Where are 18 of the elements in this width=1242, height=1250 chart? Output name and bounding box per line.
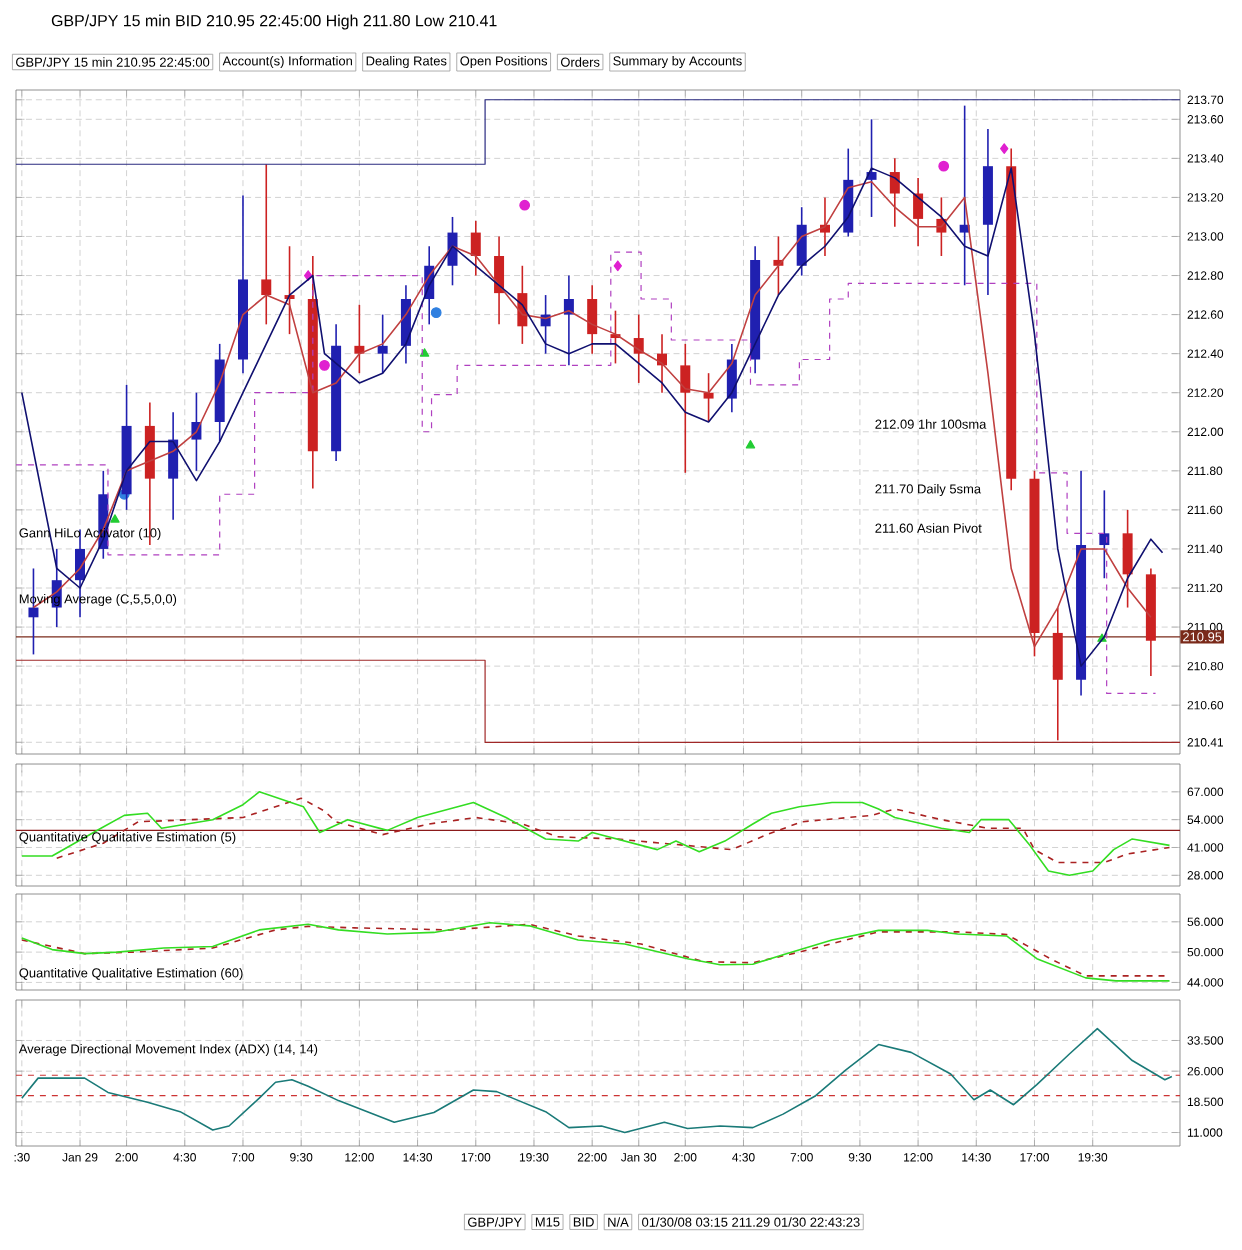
candlestick	[587, 284, 598, 355]
candlestick	[1052, 606, 1063, 742]
candlestick	[703, 372, 714, 423]
candlestick	[796, 206, 807, 277]
candlestick	[168, 411, 179, 521]
candlestick	[866, 118, 877, 218]
candlestick	[889, 157, 900, 228]
candlestick	[354, 304, 365, 374]
candlestick	[1122, 509, 1133, 609]
candlestick	[494, 235, 505, 326]
candlestick	[633, 313, 644, 384]
candlestick	[563, 274, 574, 367]
candlestick	[913, 177, 924, 248]
candlestick	[377, 313, 388, 374]
candlestick	[680, 343, 691, 474]
candlestick	[261, 163, 272, 326]
candlestick	[1099, 489, 1110, 580]
candlestick	[470, 220, 481, 277]
